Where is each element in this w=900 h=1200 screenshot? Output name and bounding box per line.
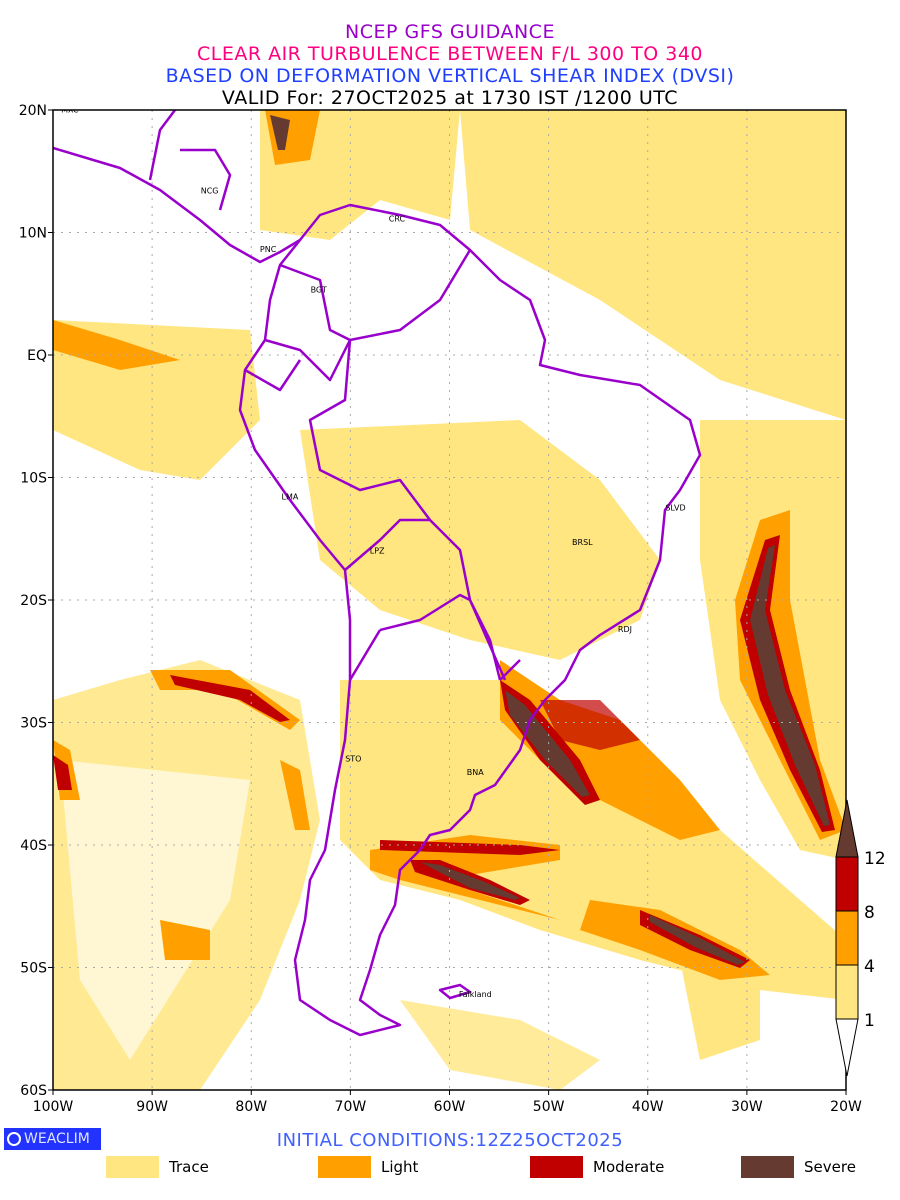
city-label: Falkland bbox=[459, 990, 492, 999]
x-tick-label: 70W bbox=[335, 1099, 367, 1115]
city-label: STO bbox=[345, 755, 361, 764]
colorbar-level-label: 8 bbox=[864, 903, 875, 923]
city-label: MXC bbox=[61, 105, 79, 114]
legend-label: Severe bbox=[804, 1158, 856, 1176]
city-label: NCG bbox=[201, 186, 219, 195]
city-label: BRSL bbox=[572, 538, 593, 547]
axis-ticks: 100W 90W 80W 70W 60W 50W 40W 30W 20W 20N 10N EQ 10S 2… bbox=[19, 103, 862, 1115]
graticule bbox=[53, 110, 846, 1090]
title-line-1: NCEP GFS GUIDANCE bbox=[345, 21, 555, 43]
y-tick-label: 60S bbox=[20, 1083, 47, 1099]
legend-swatch bbox=[318, 1156, 371, 1178]
x-tick-label: 80W bbox=[235, 1099, 267, 1115]
colorbar-low-triangle bbox=[835, 1018, 859, 1077]
country-borders bbox=[53, 110, 702, 1037]
colorbar-level-label: 1 bbox=[864, 1011, 875, 1031]
legend-item-severe: Severe bbox=[741, 1156, 856, 1178]
y-tick-label: 40S bbox=[20, 838, 47, 854]
legend-item-light: Light bbox=[318, 1156, 418, 1178]
city-label: LMA bbox=[281, 493, 298, 502]
x-tick-label: 50W bbox=[533, 1099, 565, 1115]
colorbar-segment bbox=[835, 910, 859, 966]
legend-item-trace: Trace bbox=[106, 1156, 209, 1178]
legend-label: Light bbox=[381, 1158, 419, 1176]
weaclim-logo: WEACLIM bbox=[4, 1128, 101, 1150]
colorbar-level-label: 12 bbox=[864, 849, 886, 869]
y-tick-label: 20S bbox=[20, 593, 47, 609]
x-tick-label: 40W bbox=[632, 1099, 664, 1115]
y-tick-label: EQ bbox=[27, 348, 47, 364]
x-tick-label: 60W bbox=[434, 1099, 466, 1115]
legend-label: Trace bbox=[169, 1158, 209, 1176]
x-tick-label: 20W bbox=[830, 1099, 862, 1115]
central-america-coastline bbox=[53, 146, 301, 264]
colorbar: 1 4 8 12 bbox=[835, 799, 886, 1077]
central-america-north-coast bbox=[148, 110, 232, 211]
x-tick-label: 30W bbox=[731, 1099, 763, 1115]
city-label: LPZ bbox=[370, 546, 385, 555]
x-tick-label: 100W bbox=[33, 1099, 74, 1115]
initial-conditions: INITIAL CONDITIONS:12Z25OCT2025 bbox=[276, 1130, 624, 1151]
y-tick-label: 10N bbox=[19, 226, 47, 242]
city-label: CRC bbox=[389, 214, 406, 223]
colorbar-segment bbox=[835, 856, 859, 912]
copyright-icon bbox=[7, 1132, 21, 1146]
south-america-coastline bbox=[238, 203, 702, 1037]
colorbar-level-label: 4 bbox=[864, 957, 875, 977]
y-tick-label: 20N bbox=[19, 103, 47, 119]
y-tick-label: 30S bbox=[20, 716, 47, 732]
logo-text: WEACLIM bbox=[24, 1131, 90, 1147]
legend-item-moderate: Moderate bbox=[530, 1156, 664, 1178]
city-label: RDJ bbox=[618, 625, 632, 634]
internal-borders bbox=[244, 249, 521, 681]
valid-time: VALID For: 27OCT2025 at 1730 IST /1200 U… bbox=[221, 87, 679, 109]
y-tick-label: 10S bbox=[20, 471, 47, 487]
title-line-3: BASED ON DEFORMATION VERTICAL SHEAR INDE… bbox=[165, 65, 735, 87]
legend-swatch bbox=[530, 1156, 583, 1178]
colorbar-segment bbox=[835, 964, 859, 1020]
severe-areas bbox=[270, 115, 830, 965]
title-line-2: CLEAR AIR TURBULENCE BETWEEN F/L 300 TO … bbox=[196, 43, 704, 65]
x-tick-label: 90W bbox=[136, 1099, 168, 1115]
legend-label: Moderate bbox=[593, 1158, 665, 1176]
legend-swatch bbox=[106, 1156, 159, 1178]
y-tick-label: 50S bbox=[20, 961, 47, 977]
falkland-islands bbox=[438, 983, 472, 1000]
city-label: PNC bbox=[260, 245, 277, 254]
city-label: BNA bbox=[467, 768, 484, 777]
city-labels: MXC NCG PNC CRC BGT LMA LPZ BRSL SLVD RDJ STO BNA Fa… bbox=[61, 105, 685, 999]
city-label: BGT bbox=[311, 286, 327, 295]
city-label: SLVD bbox=[665, 504, 685, 513]
legend-swatch bbox=[741, 1156, 794, 1178]
